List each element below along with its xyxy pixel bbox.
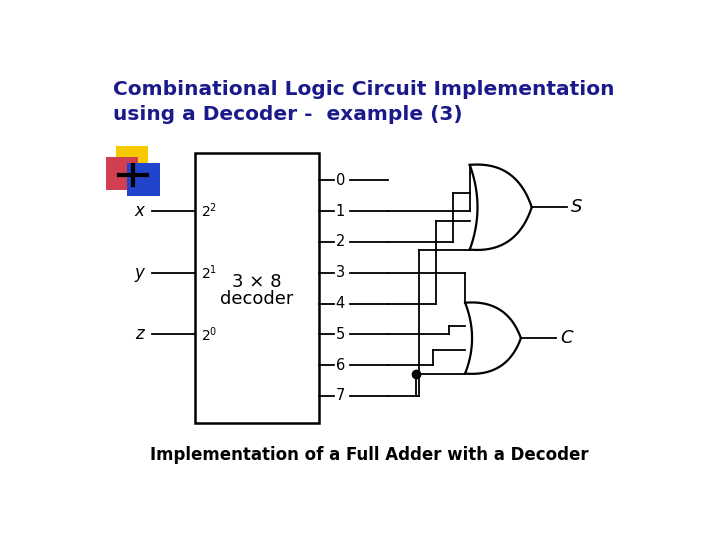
Text: $2^0$: $2^0$ [201,325,217,343]
Text: 6: 6 [336,357,345,373]
Text: $C$: $C$ [559,329,574,347]
Text: y: y [135,264,144,282]
Text: z: z [135,325,144,343]
Bar [116,146,148,178]
Text: 5: 5 [336,327,345,342]
Text: decoder: decoder [220,290,293,308]
Text: 3 × 8: 3 × 8 [232,273,282,291]
Text: 4: 4 [336,296,345,311]
Text: $S$: $S$ [570,198,583,216]
Text: $2^1$: $2^1$ [201,264,217,282]
Text: x: x [135,202,144,220]
Text: 3: 3 [336,265,345,280]
Bar [194,153,319,423]
Bar [106,157,138,190]
Text: Implementation of a Full Adder with a Decoder: Implementation of a Full Adder with a De… [150,446,588,464]
Text: 1: 1 [336,204,345,219]
Text: Combinational Logic Circuit Implementation: Combinational Logic Circuit Implementati… [113,80,615,99]
Text: 7: 7 [336,388,345,403]
Text: 2: 2 [336,234,345,249]
Text: using a Decoder -  example (3): using a Decoder - example (3) [113,105,463,124]
Bar [127,164,160,195]
Text: 0: 0 [336,173,345,188]
Text: $2^2$: $2^2$ [201,202,217,220]
